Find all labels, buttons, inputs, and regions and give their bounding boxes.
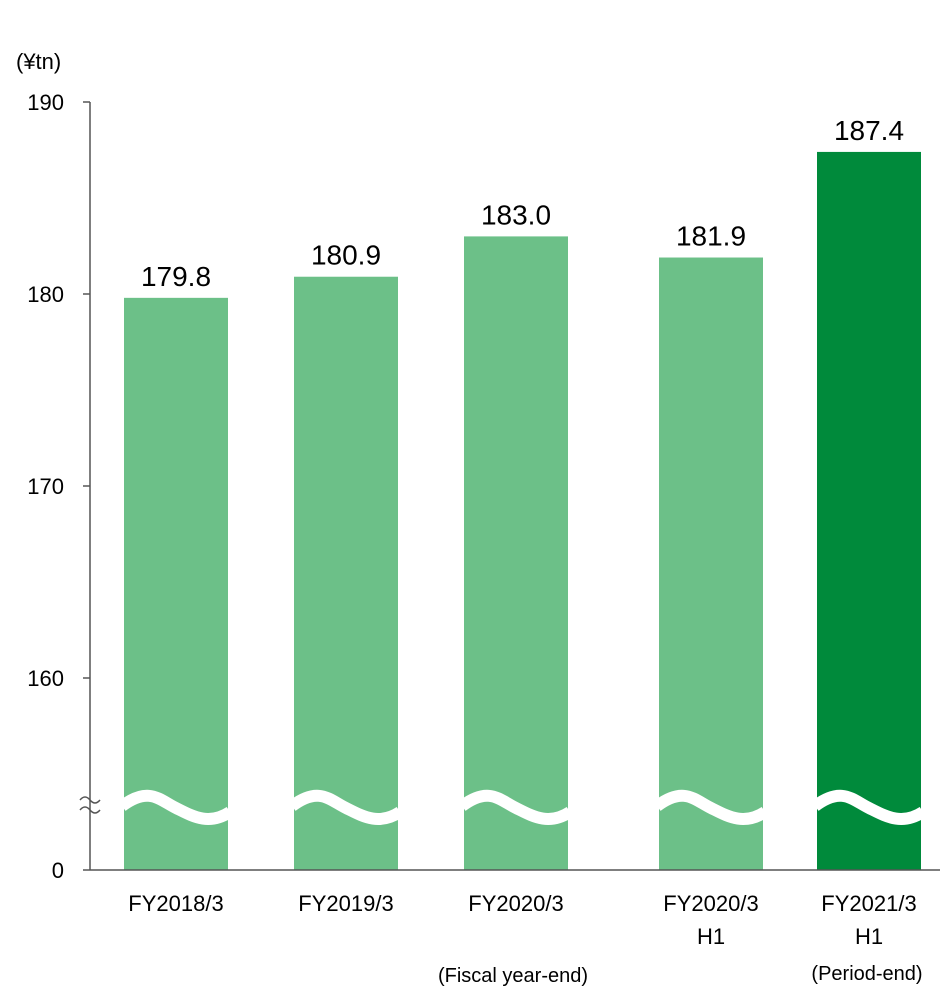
category-label: FY2020/3 [663,891,758,916]
bars-group [124,151,921,871]
fiscal-year-end-note: (Fiscal year-end) [438,965,588,987]
bar-break-wave [653,789,769,825]
y-unit-label: (¥tn) [16,49,61,74]
value-label: 187.4 [834,115,904,146]
value-labels: 179.8 180.9 183.0 181.9 187.4 [141,115,904,292]
y-tick-label: 170 [27,474,64,499]
bar-break-wave [811,789,927,825]
bar [294,276,398,871]
value-label: 180.9 [311,240,381,271]
y-ticks: 0 160 170 180 190 [27,90,90,883]
category-label: FY2019/3 [298,891,393,916]
bar [464,236,568,870]
bar-break-wave [288,789,404,825]
y-tick-label: 0 [52,858,64,883]
category-label: FY2018/3 [128,891,223,916]
bar-break-wave [458,789,574,825]
y-tick-label: 160 [27,666,64,691]
y-tick-label: 180 [27,282,64,307]
y-tick-label: 190 [27,90,64,115]
value-label: 183.0 [481,199,551,230]
bar [817,151,921,871]
bar [124,297,228,871]
category-label: FY2021/3 [821,891,916,916]
category-label: FY2020/3 [468,891,563,916]
bar [659,257,763,870]
category-labels: FY2018/3 FY2019/3 FY2020/3 FY2020/3 H1 FY2021… [128,891,916,949]
category-label: H1 [697,924,725,949]
value-label: 179.8 [141,261,211,292]
category-label: H1 [855,924,883,949]
value-label: 181.9 [676,221,746,252]
period-end-note: (Period-end) [811,963,922,985]
bar-break-wave [118,789,234,825]
